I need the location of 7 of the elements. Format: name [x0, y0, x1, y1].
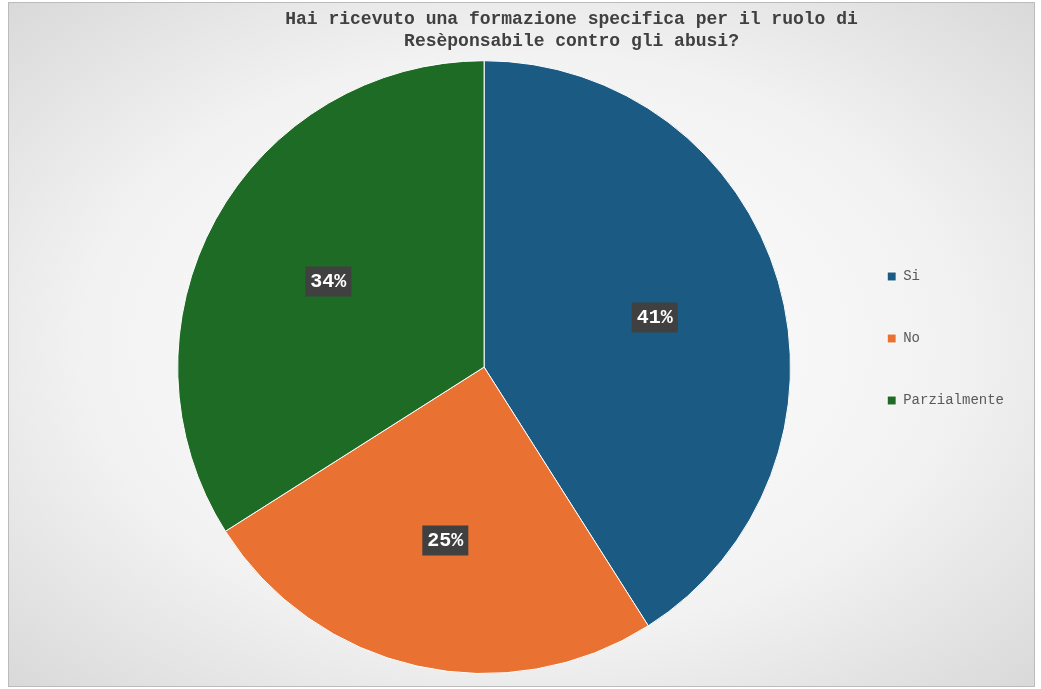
legend-label: Parzialmente [903, 392, 1005, 409]
legend-label: Si [903, 268, 920, 285]
chart-title: Hai ricevuto una formazione specifica per il ruolo di Resèponsabile contro gli abusi? [285, 9, 858, 51]
data-label: 34% [310, 269, 348, 293]
data-label: 25% [427, 528, 465, 552]
data-label: 41% [636, 305, 674, 329]
legend-label: No [903, 330, 920, 347]
